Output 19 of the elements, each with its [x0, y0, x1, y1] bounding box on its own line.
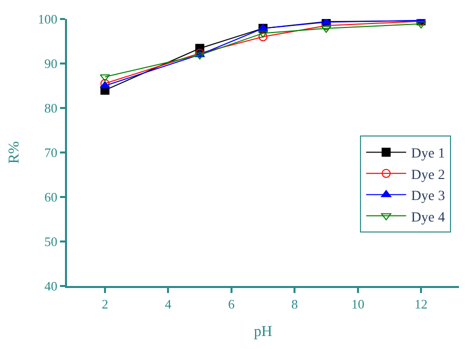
legend-label: Dye 2: [411, 168, 445, 183]
x-tick-label: 8: [291, 296, 298, 312]
y-axis-title: R%: [6, 141, 23, 164]
y-tick-label: 80: [44, 100, 58, 116]
x-tick-label: 12: [414, 296, 428, 312]
legend-label: Dye 1: [411, 146, 445, 162]
x-tick-label: 4: [164, 296, 172, 312]
legend-label: Dye 4: [411, 210, 445, 226]
y-tick-label: 60: [44, 190, 58, 205]
y-tick-label: 40: [44, 278, 58, 294]
y-tick-label: 70: [44, 145, 58, 160]
x-axis-title: pH: [254, 324, 272, 340]
y-tick-label: 100: [38, 12, 58, 27]
y-tick-label: 50: [44, 234, 58, 250]
x-tick-label: 2: [102, 296, 108, 312]
x-tick-label: 6: [228, 296, 236, 312]
x-tick-label: 10: [351, 296, 364, 312]
y-tick-label: 90: [44, 56, 58, 72]
legend-label: Dye 3: [411, 189, 445, 204]
